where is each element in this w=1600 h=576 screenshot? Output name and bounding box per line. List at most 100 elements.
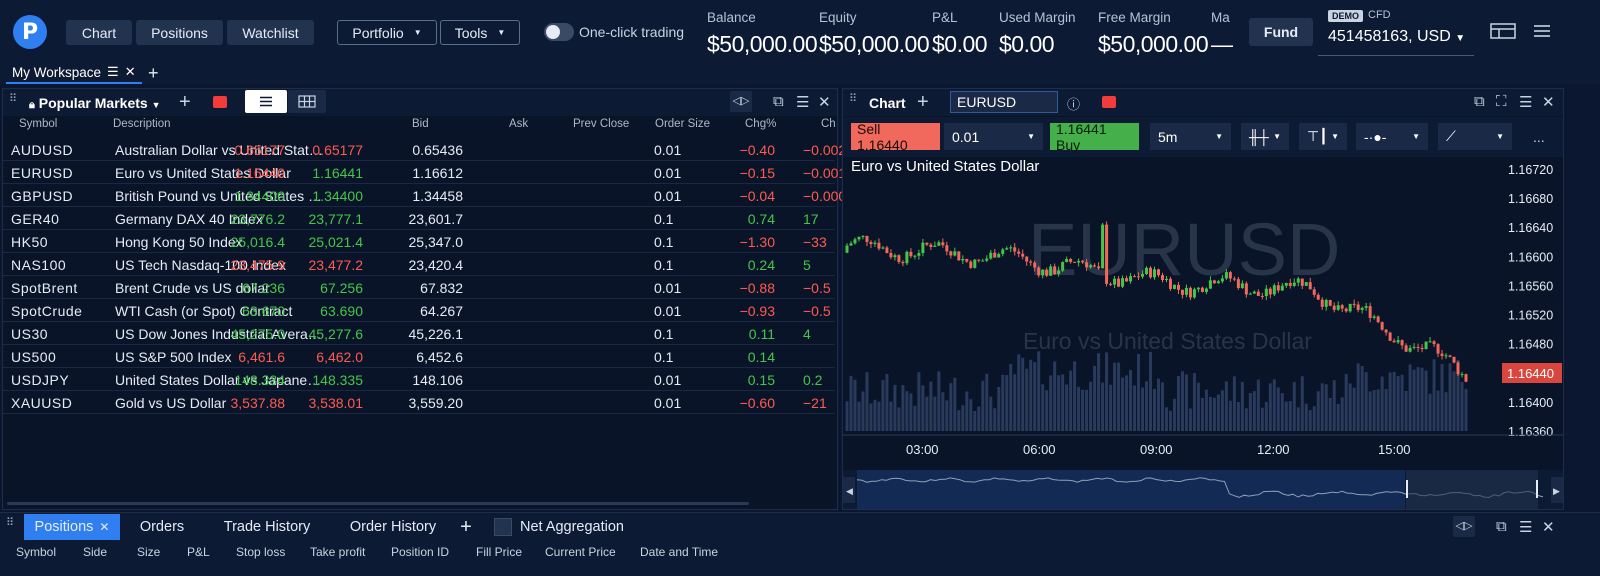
buy-button[interactable]: 1.16441 Buy <box>1050 121 1139 153</box>
column-header-prev-close[interactable]: Prev Close <box>573 118 630 130</box>
close-icon[interactable]: ✕ <box>99 520 110 534</box>
popout-icon[interactable]: ⧉ <box>1496 518 1507 535</box>
add-chart-icon[interactable]: + <box>917 91 929 113</box>
candle-body <box>1021 253 1025 257</box>
drag-handle-icon[interactable]: ⠿ <box>6 517 16 529</box>
close-icon[interactable]: ✕ <box>124 64 136 79</box>
popout-icon[interactable]: ⧉ <box>773 93 784 110</box>
navigator-right-button[interactable] <box>1551 477 1563 503</box>
tab-order-history[interactable]: Order History <box>349 519 437 535</box>
logo-icon[interactable]: P <box>13 15 47 49</box>
close-icon[interactable]: ✕ <box>1542 94 1555 111</box>
market-row[interactable]: HK50 Hong Kong 50 Index 25,016.4 25,021.4 25… <box>3 230 835 253</box>
tools-dropdown[interactable]: Tools ▼ <box>440 20 520 45</box>
column-header-order-size[interactable]: Order Size <box>655 118 710 130</box>
add-tab-icon[interactable]: + <box>460 515 472 538</box>
drawing-tool-select[interactable]: ⟋ ▼ <box>1438 123 1512 150</box>
tab-positions[interactable]: Positions ✕ <box>24 514 120 540</box>
list-view-button[interactable] <box>245 90 287 113</box>
one-click-trading-toggle[interactable] <box>544 23 574 41</box>
account-selector[interactable]: 451458163, USD ▼ <box>1328 28 1465 46</box>
menu-icon[interactable] <box>1533 22 1551 45</box>
market-row[interactable]: GER40 Germany DAX 40 Index 23,776.2 23,777.… <box>3 207 835 230</box>
col-size[interactable]: Size <box>137 545 161 559</box>
market-row[interactable]: USDJPY United States Dollar vs Japanese .… <box>3 368 835 391</box>
chart-type-select[interactable]: ╫┼ ▼ <box>1241 123 1289 150</box>
crosshair-select[interactable]: -·●- ▼ <box>1356 123 1428 150</box>
menu-icon[interactable]: ☰ <box>1519 94 1533 111</box>
volume-bar <box>909 393 913 431</box>
market-row[interactable]: AUDUSD Australian Dollar vs United State.… <box>3 138 846 161</box>
column-header-chg-pct[interactable]: Chg% <box>745 118 777 130</box>
navigator-handle-left[interactable] <box>1406 480 1408 498</box>
col-position-id[interactable]: Position ID <box>391 545 450 559</box>
tab-trade-history[interactable]: Trade History <box>223 519 311 535</box>
link-color-icon[interactable] <box>1102 96 1116 108</box>
column-header-chg[interactable]: Ch <box>821 118 836 130</box>
market-row[interactable]: SpotCrude WTI Cash (or Spot) Contract 63.6… <box>3 299 835 322</box>
menu-icon[interactable]: ☰ <box>796 94 810 111</box>
market-row[interactable]: SpotBrent Brent Crude vs US dollar 67.236 6… <box>3 276 835 299</box>
drag-handle-icon[interactable]: ⠿ <box>9 93 19 105</box>
info-icon[interactable]: ⓘ <box>1067 97 1081 112</box>
market-prev-close: 3,559.20 <box>408 395 464 411</box>
horizontal-scrollbar[interactable] <box>7 502 749 505</box>
col-pnl[interactable]: P&L <box>187 545 210 559</box>
col-date-time[interactable]: Date and Time <box>640 545 719 559</box>
column-header-ask[interactable]: Ask <box>509 118 529 130</box>
market-prev-close: 1.16612 <box>412 165 463 181</box>
market-row[interactable]: US500 US S&P 500 Index 6,461.6 6,462.0 6,452… <box>3 345 835 368</box>
market-row[interactable]: GBPUSD British Pound vs United States D..… <box>3 184 846 207</box>
grid-view-button[interactable] <box>288 90 326 113</box>
tab-my-workspace[interactable]: My Workspace ☰ ✕ <box>6 62 142 84</box>
col-side[interactable]: Side <box>83 545 108 559</box>
indicators-select[interactable]: ⊤┃ ▼ <box>1299 123 1347 150</box>
add-market-icon[interactable]: + <box>179 91 191 113</box>
nav-chart-button[interactable]: Chart <box>66 20 132 45</box>
tab-orders[interactable]: Orders <box>139 519 185 535</box>
portfolio-dropdown[interactable]: Portfolio ▼ <box>337 20 437 45</box>
column-header-symbol[interactable]: Symbol <box>19 118 58 130</box>
col-symbol[interactable]: Symbol <box>16 545 57 559</box>
navigator-left-button[interactable] <box>843 477 855 503</box>
navigator-selection[interactable] <box>1406 470 1538 509</box>
col-stop-loss[interactable]: Stop loss <box>236 545 286 559</box>
drag-handle-icon[interactable]: ⠿ <box>849 93 859 105</box>
split-view-icon[interactable]: ◁▷ <box>730 91 752 112</box>
navigator-range[interactable] <box>857 470 1405 509</box>
popout-icon[interactable]: ⧉ <box>1474 93 1485 110</box>
interval-select[interactable]: 5m ▼ <box>1150 123 1231 150</box>
sell-button[interactable]: Sell 1.16440 <box>851 121 940 153</box>
symbol-search-input[interactable]: EURUSD <box>950 91 1058 113</box>
column-header-bid[interactable]: Bid <box>412 118 429 130</box>
more-options-button[interactable]: ... <box>1533 128 1545 145</box>
nav-watchlist-button[interactable]: Watchlist <box>227 20 314 45</box>
link-color-icon[interactable] <box>213 96 227 108</box>
col-take-profit[interactable]: Take profit <box>310 545 366 559</box>
market-description: WTI Cash (or Spot) Contract <box>115 303 293 319</box>
market-row[interactable]: XAUUSD Gold vs US Dollar 3,537.88 3,538.01 3… <box>3 391 835 414</box>
candle-body <box>965 258 969 262</box>
market-row[interactable]: NAS100 US Tech Nasdaq-100 Index 23,475.9 23… <box>3 253 835 276</box>
markets-list-selector[interactable]: 🔒︎ Popular Markets ▼ <box>29 95 161 112</box>
split-view-icon[interactable]: ◁▷ <box>1453 516 1475 537</box>
price-chart[interactable]: EURUSD Euro vs United States Dollar 1.16… <box>843 157 1563 509</box>
navigator-handle-right[interactable] <box>1536 480 1538 498</box>
close-icon[interactable]: ✕ <box>818 94 831 111</box>
quantity-select[interactable]: 0.01 ▼ <box>944 123 1043 150</box>
col-current-price[interactable]: Current Price <box>545 545 616 559</box>
nav-positions-button[interactable]: Positions <box>136 20 223 45</box>
fullscreen-icon[interactable]: ⛶ <box>1496 93 1507 110</box>
market-row[interactable]: EURUSD Euro vs United States Dollar 1.1644… <box>3 161 846 184</box>
chevron-left-icon: ◀ <box>846 486 853 496</box>
menu-icon[interactable]: ☰ <box>1519 519 1533 536</box>
close-icon[interactable]: ✕ <box>1542 519 1555 536</box>
col-fill-price[interactable]: Fill Price <box>476 545 523 559</box>
add-workspace-icon[interactable]: + <box>148 63 159 83</box>
fund-button[interactable]: Fund <box>1249 18 1313 46</box>
layout-icon[interactable] <box>1490 22 1516 45</box>
net-aggregation-checkbox[interactable] <box>494 518 512 536</box>
menu-icon[interactable]: ☰ <box>107 64 119 79</box>
market-row[interactable]: US30 US Dow Jones Industrial Average... 45… <box>3 322 835 345</box>
column-header-description[interactable]: Description <box>113 118 171 130</box>
